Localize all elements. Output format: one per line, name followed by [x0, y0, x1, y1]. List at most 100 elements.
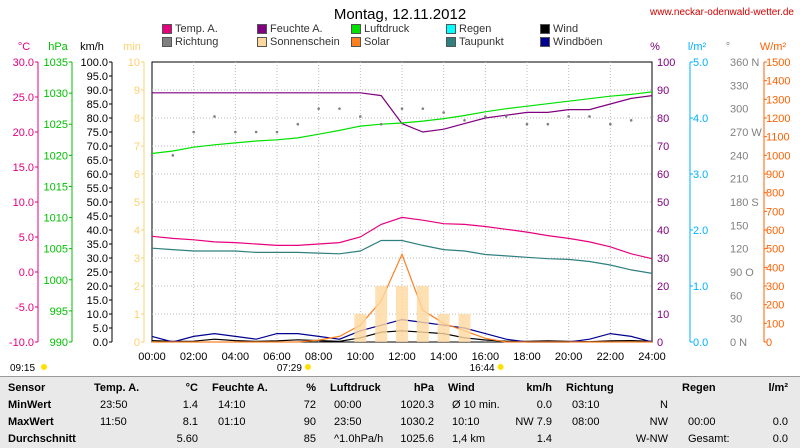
chart-svg: 30.025.020.015.010.05.00.0-5.0-10.0°C103…: [9, 41, 791, 374]
stats-header: Sensor: [8, 382, 46, 394]
sun-axis-unit: min: [123, 41, 141, 53]
richtung-point: [379, 122, 383, 126]
wind-axis-tick: 45.0: [87, 211, 108, 223]
legend-swatch: [162, 24, 172, 34]
humidity-axis-tick: 30: [657, 253, 669, 265]
sun-axis-tick: 7: [134, 141, 140, 153]
temp-axis-unit: °C: [18, 41, 30, 53]
axes-group: 30.025.020.015.010.05.00.0-5.0-10.0°C103…: [9, 41, 791, 374]
site-link[interactable]: www.neckar-odenwald-wetter.de: [650, 7, 794, 18]
sun-axis-tick: 9: [134, 85, 140, 97]
temp-axis-tick: 25.0: [13, 92, 34, 104]
temp-axis-tick: 20.0: [13, 127, 34, 139]
time-tick: 06:00: [263, 351, 291, 363]
richtung-point: [234, 130, 237, 134]
legend-label: Windböen: [553, 36, 603, 48]
legend-label: Solar: [364, 36, 390, 48]
rain-axis-tick: 4.0: [693, 113, 708, 125]
legend-label: Luftdruck: [364, 23, 410, 35]
stats-temp-value: 1.4: [182, 399, 198, 411]
stats-rain-time: 00:00: [688, 416, 716, 428]
temp-axis-tick: 10.0: [13, 197, 34, 209]
stats-rain-time: Gesamt:: [688, 433, 730, 445]
rain-axis-tick: 5.0: [693, 57, 708, 69]
time-tick: 20:00: [555, 351, 583, 363]
legend-item: Richtung: [162, 36, 218, 48]
stats-press-value: 1025.6: [400, 433, 434, 445]
richtung-point: [463, 119, 466, 122]
left-sun-label: 09:15: [10, 363, 35, 374]
richtung-point: [275, 130, 279, 134]
stats-press-value: 1020.3: [400, 399, 434, 411]
sun-axis-tick: 3: [134, 253, 140, 265]
wind-axis-tick: 30.0: [87, 253, 108, 265]
stats-press-time: 00:00: [334, 399, 362, 411]
richtung-point: [525, 122, 529, 126]
richtung-point: [296, 122, 300, 126]
wind-axis-tick: 40.0: [87, 225, 108, 237]
rain-axis-tick: 3.0: [693, 169, 708, 181]
pressure-axis-tick: 1015: [44, 181, 68, 193]
sun-axis-tick: 6: [134, 169, 140, 181]
pressure-axis-unit: hPa: [48, 41, 68, 53]
wind-axis-tick: 35.0: [87, 239, 108, 251]
richtung-point: [650, 115, 654, 118]
solar-axis-tick: 300: [766, 281, 784, 293]
stats-row-label: MinWert: [8, 399, 52, 411]
temp-axis-tick: 30.0: [13, 57, 34, 69]
richtung-point: [504, 115, 508, 118]
direction-axis-tick: 240: [730, 150, 748, 162]
legend-item: Wind: [540, 23, 578, 35]
stats-temp-time: 23:50: [100, 399, 128, 411]
stats-wind-label: Ø 10 min.: [452, 399, 500, 411]
rain-axis-tick: 2.0: [693, 225, 708, 237]
legend-swatch: [162, 37, 172, 47]
wind-axis-tick: 85.0: [87, 99, 108, 111]
stats-header: Temp. A.: [94, 382, 140, 394]
stats-temp-value: 5.60: [176, 433, 198, 445]
legend-label: Wind: [553, 23, 579, 35]
direction-axis-tick: 210: [730, 174, 748, 186]
stats-wind-label: 1,4 km: [452, 433, 486, 445]
wind-axis-tick: 15.0: [87, 295, 108, 307]
direction-axis-tick: 300: [730, 104, 748, 116]
stats-press-time: 23:50: [334, 416, 362, 428]
temp-axis-tick: 15.0: [13, 162, 34, 174]
stats-dir-value: W-NW: [635, 433, 668, 445]
wind-axis-tick: 25.0: [87, 267, 108, 279]
sun-axis-tick: 10: [128, 57, 140, 69]
legend-swatch: [446, 37, 456, 47]
stats-header: Luftdruck: [330, 382, 381, 394]
chart-title: Montag, 12.11.2012: [333, 6, 467, 23]
richtung-point: [150, 154, 154, 157]
stats-header: %: [306, 382, 316, 394]
wind-axis-tick: 55.0: [87, 183, 108, 195]
wind-axis-tick: 0.0: [93, 337, 108, 349]
rain-axis-unit: l/m²: [688, 41, 707, 53]
solar-axis-tick: 900: [766, 169, 784, 181]
solar-axis-tick: 0: [766, 337, 772, 349]
humidity-axis-tick: 80: [657, 113, 669, 125]
wind-axis-tick: 20.0: [87, 281, 108, 293]
direction-axis-tick: 120: [730, 244, 748, 256]
solar-axis-tick: 1500: [766, 57, 790, 69]
wind-axis-tick: 60.0: [87, 169, 108, 181]
richtung-point: [567, 115, 570, 118]
rain-axis-tick: 1.0: [693, 281, 708, 293]
stats-header: Regen: [682, 382, 716, 394]
direction-axis-tick: 360 N: [730, 57, 759, 69]
humidity-axis-unit: %: [650, 41, 660, 53]
legend-item: Luftdruck: [351, 23, 409, 35]
direction-axis-tick: 60: [730, 290, 742, 302]
stats-dir-value: N: [660, 399, 668, 411]
richtung-point: [192, 130, 195, 134]
direction-axis-unit: °: [726, 41, 730, 53]
time-tick: 12:00: [388, 351, 416, 363]
left-sun-dot: [41, 364, 47, 370]
solar-axis-tick: 100: [766, 318, 784, 330]
series-group: [150, 91, 654, 343]
solar-axis-tick: 600: [766, 225, 784, 237]
legend-item: Temp. A.: [162, 23, 218, 35]
legend-item: Regen: [446, 23, 491, 35]
sun-axis-tick: 5: [134, 197, 140, 209]
